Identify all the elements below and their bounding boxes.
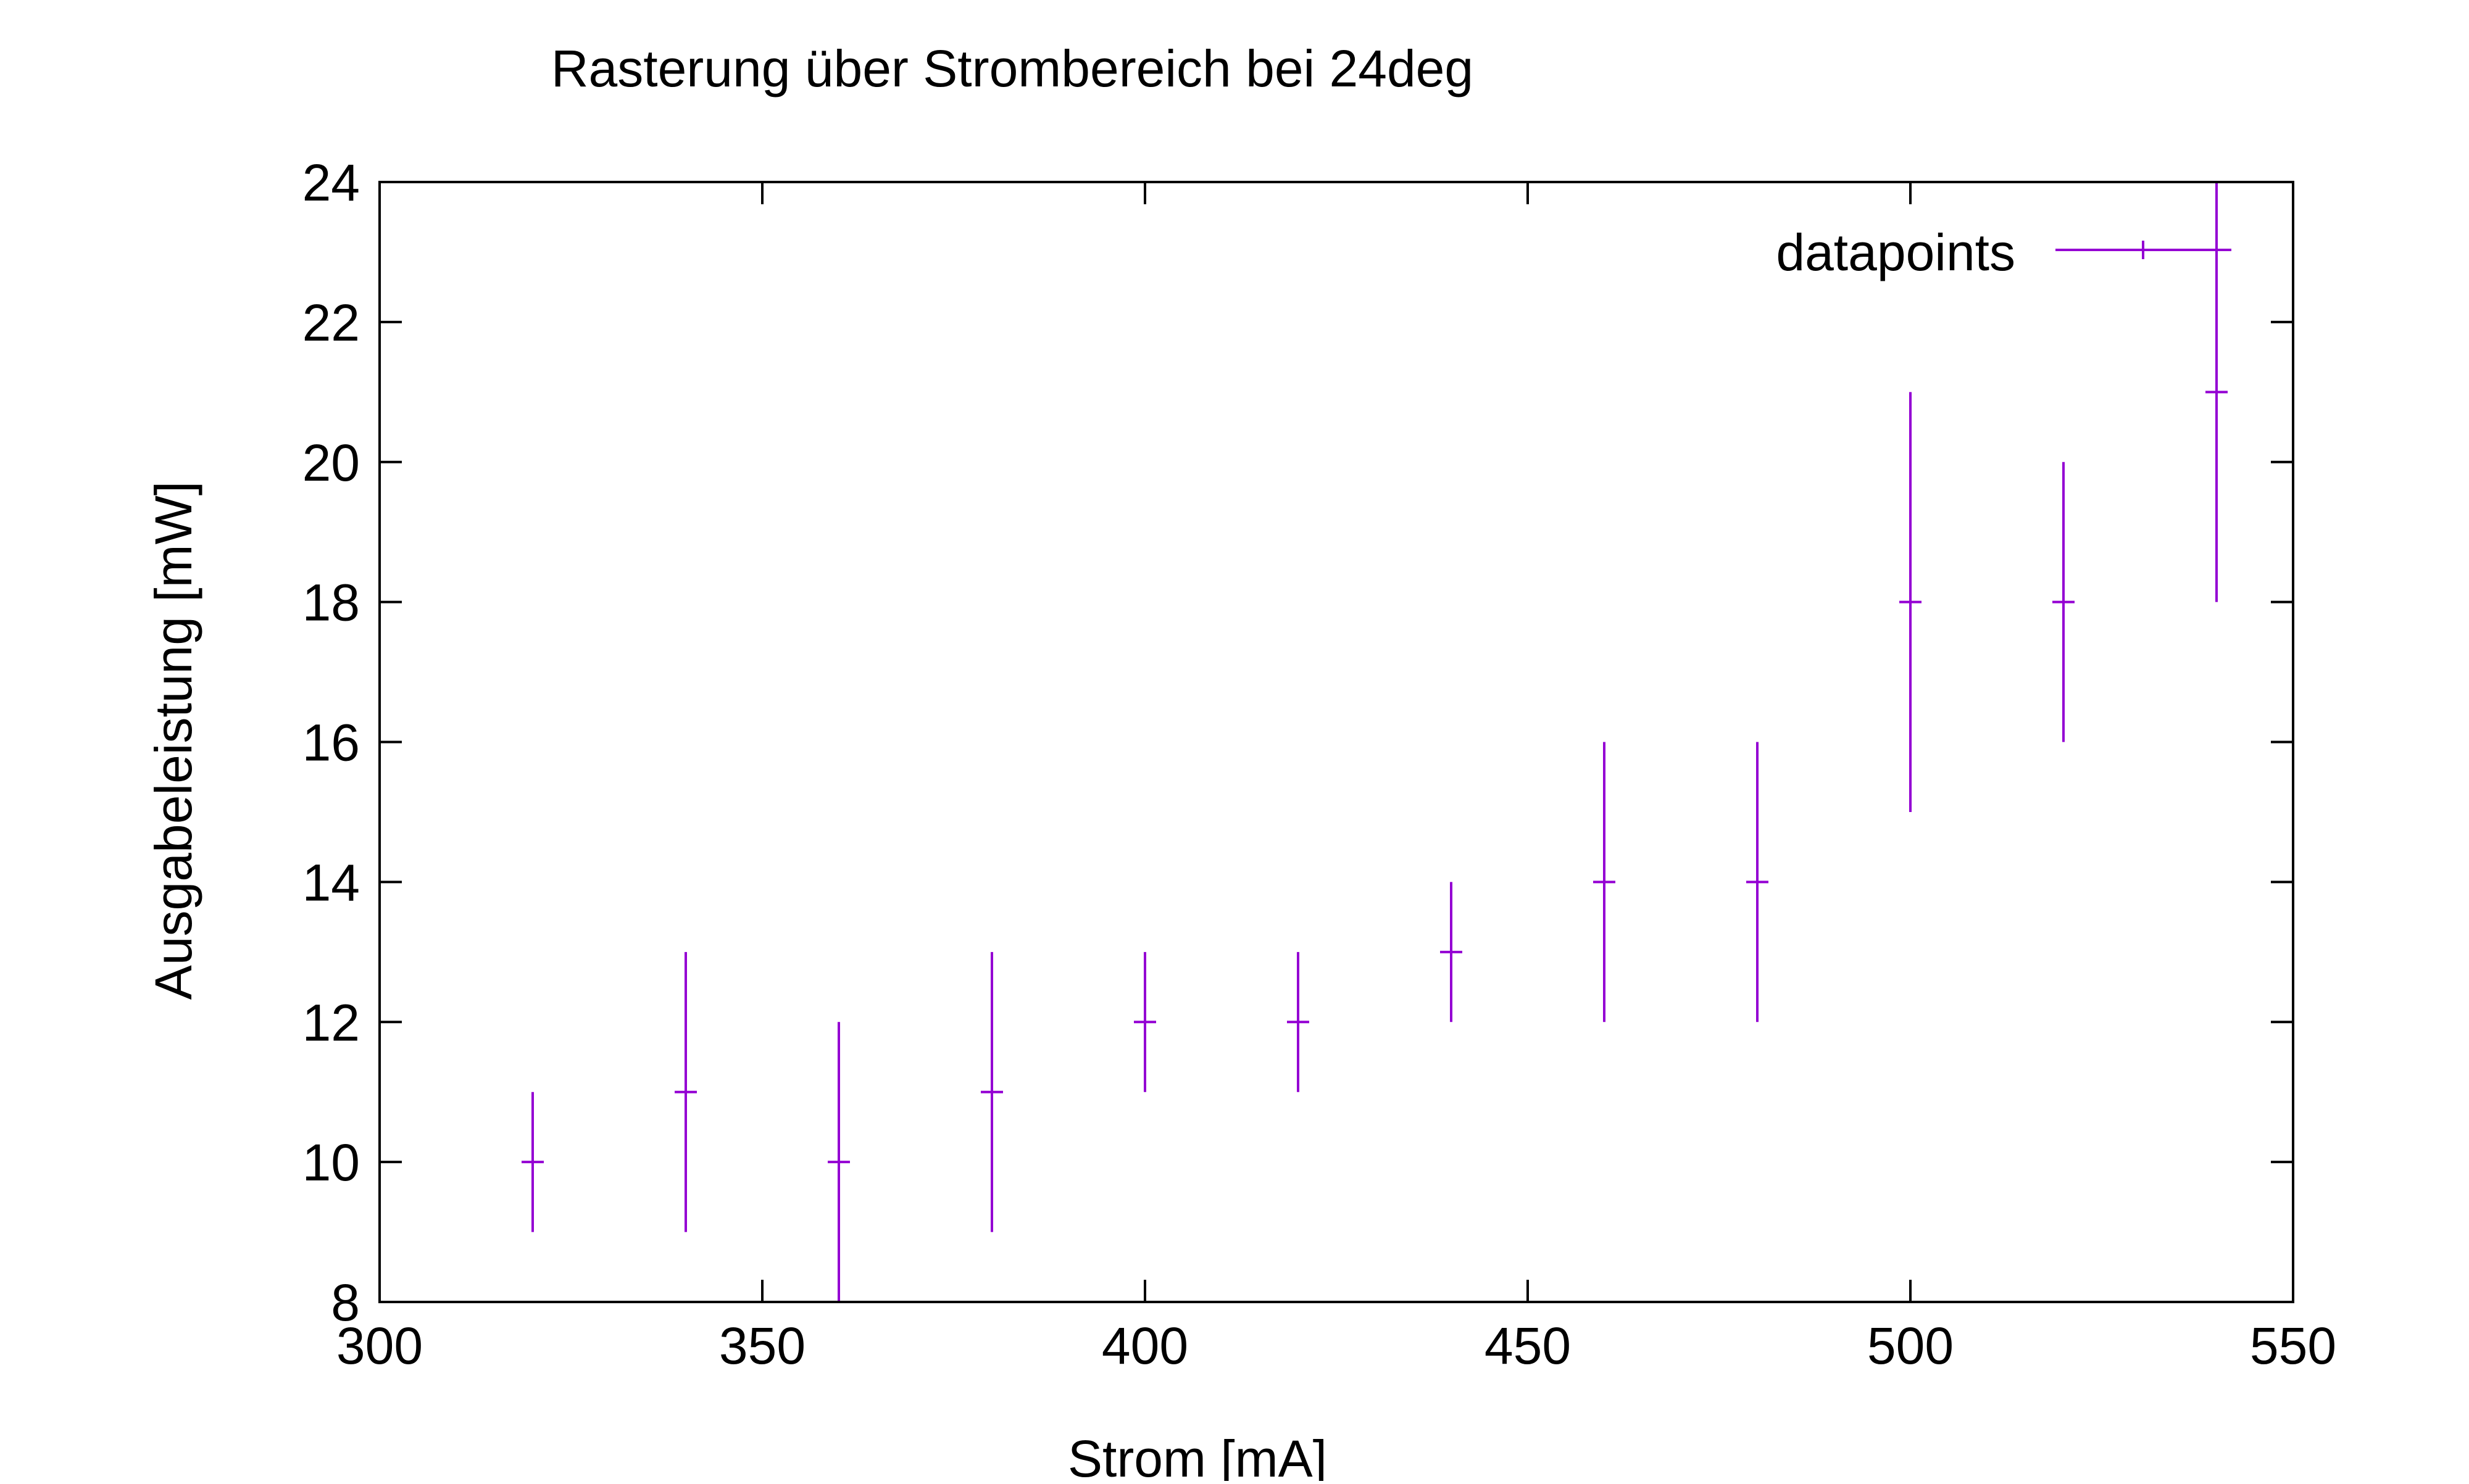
data-layer [522, 182, 2228, 1302]
x-tick-label: 500 [1867, 1317, 1954, 1375]
chart-title: Rasterung über Strombereich bei 24deg [551, 39, 1473, 97]
ticks-layer: 300 350 400 450 500 550 8 10 12 14 16 18 20 22 24 [302, 154, 2337, 1375]
y-tick-label: 16 [302, 714, 360, 772]
y-tick-label: 22 [302, 294, 360, 352]
legend: datapoints [1776, 223, 2231, 281]
y-tick-label: 10 [302, 1134, 360, 1192]
x-tick-label: 450 [1484, 1317, 1571, 1375]
y-axis-label: Ausgabeleistung [mW] [144, 481, 202, 1000]
y-tick-label: 20 [302, 434, 360, 492]
x-axis-label: Strom [mA] [1068, 1430, 1327, 1481]
legend-label-datapoints: datapoints [1776, 223, 2015, 281]
y-tick-label: 8 [331, 1274, 360, 1332]
x-tick-label: 400 [1102, 1317, 1188, 1375]
plot-frame [378, 181, 2294, 1303]
x-tick-label: 300 [336, 1317, 423, 1375]
y-tick-label: 12 [302, 993, 360, 1051]
x-tick-label: 550 [2250, 1317, 2336, 1375]
y-tick-label: 14 [302, 853, 360, 911]
x-tick-label: 350 [719, 1317, 806, 1375]
y-tick-label: 18 [302, 574, 360, 632]
y-tick-label: 24 [302, 154, 360, 212]
